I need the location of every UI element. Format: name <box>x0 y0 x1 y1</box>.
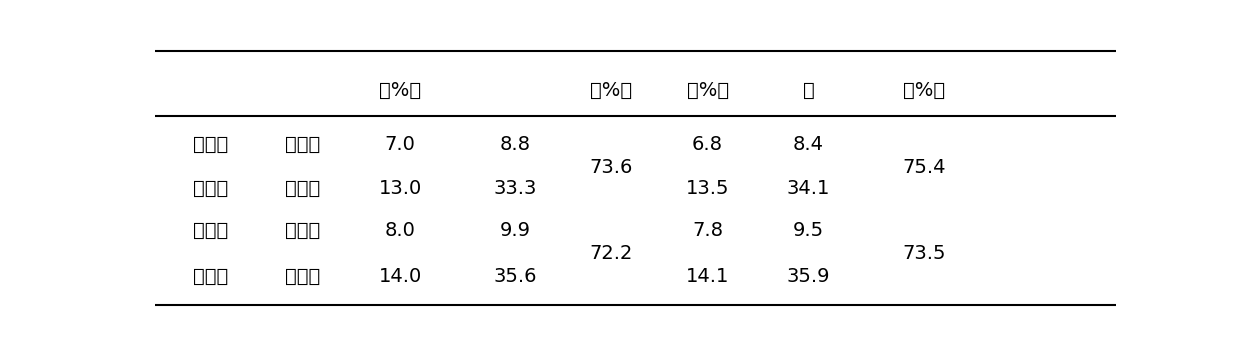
Text: 13.5: 13.5 <box>686 180 729 198</box>
Text: 14.1: 14.1 <box>686 267 729 286</box>
Text: 75.4: 75.4 <box>901 158 946 177</box>
Text: 成熟期: 成熟期 <box>285 221 320 240</box>
Text: 试验组: 试验组 <box>193 135 228 154</box>
Text: 对照组: 对照组 <box>193 267 228 286</box>
Text: 旺长期: 旺长期 <box>285 135 320 154</box>
Text: 14.0: 14.0 <box>378 267 422 286</box>
Text: 34.1: 34.1 <box>787 180 830 198</box>
Text: 8.8: 8.8 <box>500 135 531 154</box>
Text: 数: 数 <box>802 81 815 100</box>
Text: 对照组: 对照组 <box>193 180 228 198</box>
Text: （%）: （%） <box>903 81 945 100</box>
Text: （%）: （%） <box>379 81 422 100</box>
Text: 9.9: 9.9 <box>500 221 531 240</box>
Text: 73.6: 73.6 <box>590 158 634 177</box>
Text: 33.3: 33.3 <box>494 180 537 198</box>
Text: 13.0: 13.0 <box>378 180 422 198</box>
Text: 成熟期: 成熟期 <box>285 267 320 286</box>
Text: 7.8: 7.8 <box>692 221 723 240</box>
Text: （%）: （%） <box>687 81 729 100</box>
Text: 8.0: 8.0 <box>384 221 415 240</box>
Text: 7.0: 7.0 <box>384 135 415 154</box>
Text: （%）: （%） <box>590 81 632 100</box>
Text: 旺长期: 旺长期 <box>285 180 320 198</box>
Text: 72.2: 72.2 <box>590 244 634 263</box>
Text: 73.5: 73.5 <box>901 244 946 263</box>
Text: 35.6: 35.6 <box>494 267 537 286</box>
Text: 8.4: 8.4 <box>794 135 823 154</box>
Text: 9.5: 9.5 <box>792 221 825 240</box>
Text: 试验组: 试验组 <box>193 221 228 240</box>
Text: 35.9: 35.9 <box>786 267 831 286</box>
Text: 6.8: 6.8 <box>692 135 723 154</box>
